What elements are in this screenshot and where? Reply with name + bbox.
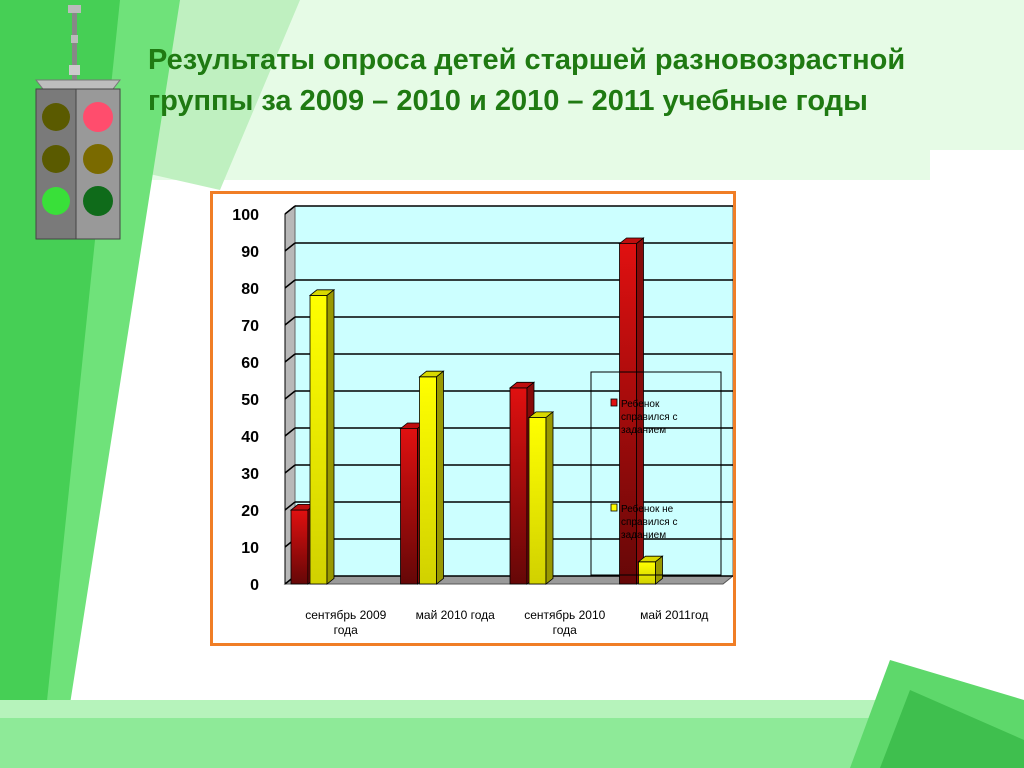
gridline-side xyxy=(284,501,296,511)
legend-label: заданием xyxy=(621,425,666,436)
gridline-side xyxy=(284,353,296,363)
bar-1-0 xyxy=(309,295,328,585)
bar-0-0 xyxy=(290,509,309,585)
gridline-side xyxy=(284,279,296,289)
x-category-label: май 2010 года xyxy=(416,608,496,622)
y-tick-label: 10 xyxy=(241,540,259,557)
legend-swatch xyxy=(610,398,618,407)
y-tick-label: 40 xyxy=(241,429,259,446)
x-category-label: сентябрь 2009 xyxy=(305,608,386,622)
bar-1-1 xyxy=(419,376,437,585)
bar-side-1-3 xyxy=(655,555,663,585)
y-tick-label: 80 xyxy=(241,281,259,298)
y-tick-label: 50 xyxy=(241,392,259,409)
legend-box xyxy=(590,371,722,576)
y-tick-label: 20 xyxy=(241,503,259,520)
bar-1-2 xyxy=(528,417,547,585)
y-tick-label: 100 xyxy=(232,207,259,224)
x-category-label: май 2011год xyxy=(640,608,708,622)
gridline-side xyxy=(284,427,296,437)
gridline-side xyxy=(284,390,296,400)
x-category-label: года xyxy=(553,623,578,637)
y-tick-label: 90 xyxy=(241,244,259,261)
traffic-light-icon xyxy=(34,5,122,240)
bar-side-1-2 xyxy=(545,411,554,585)
slide-title: Результаты опроса детей старшей разновоз… xyxy=(148,44,906,117)
y-tick-label: 0 xyxy=(250,577,259,594)
legend-label: Ребенок xyxy=(621,398,660,410)
gridline-side xyxy=(284,205,296,215)
gridline-side xyxy=(284,242,296,252)
legend-label: Ребенок не xyxy=(621,503,674,515)
bar-side-1-1 xyxy=(436,370,444,585)
bar-0-1 xyxy=(400,428,418,585)
floor xyxy=(283,575,733,585)
y-tick-label: 70 xyxy=(241,318,259,335)
legend-label: справился с xyxy=(621,412,677,423)
bar-side-1-0 xyxy=(326,288,335,585)
y-tick-label: 60 xyxy=(241,355,259,372)
y-tick-label: 30 xyxy=(241,466,259,483)
x-category-label: сентябрь 2010 xyxy=(524,608,605,622)
legend-label: заданием xyxy=(621,530,666,541)
gridline-side xyxy=(284,464,296,474)
bar-0-2 xyxy=(509,387,528,585)
gridline-side xyxy=(284,316,296,326)
chart-frame: 0 10 20 30 40 50 60 70 80 90 100 сентябрь 2009 года м… xyxy=(210,191,736,646)
legend-swatch xyxy=(610,503,618,512)
legend-label: справился с xyxy=(621,517,677,528)
bar-1-3 xyxy=(638,561,656,585)
x-category-label: года xyxy=(334,623,359,637)
